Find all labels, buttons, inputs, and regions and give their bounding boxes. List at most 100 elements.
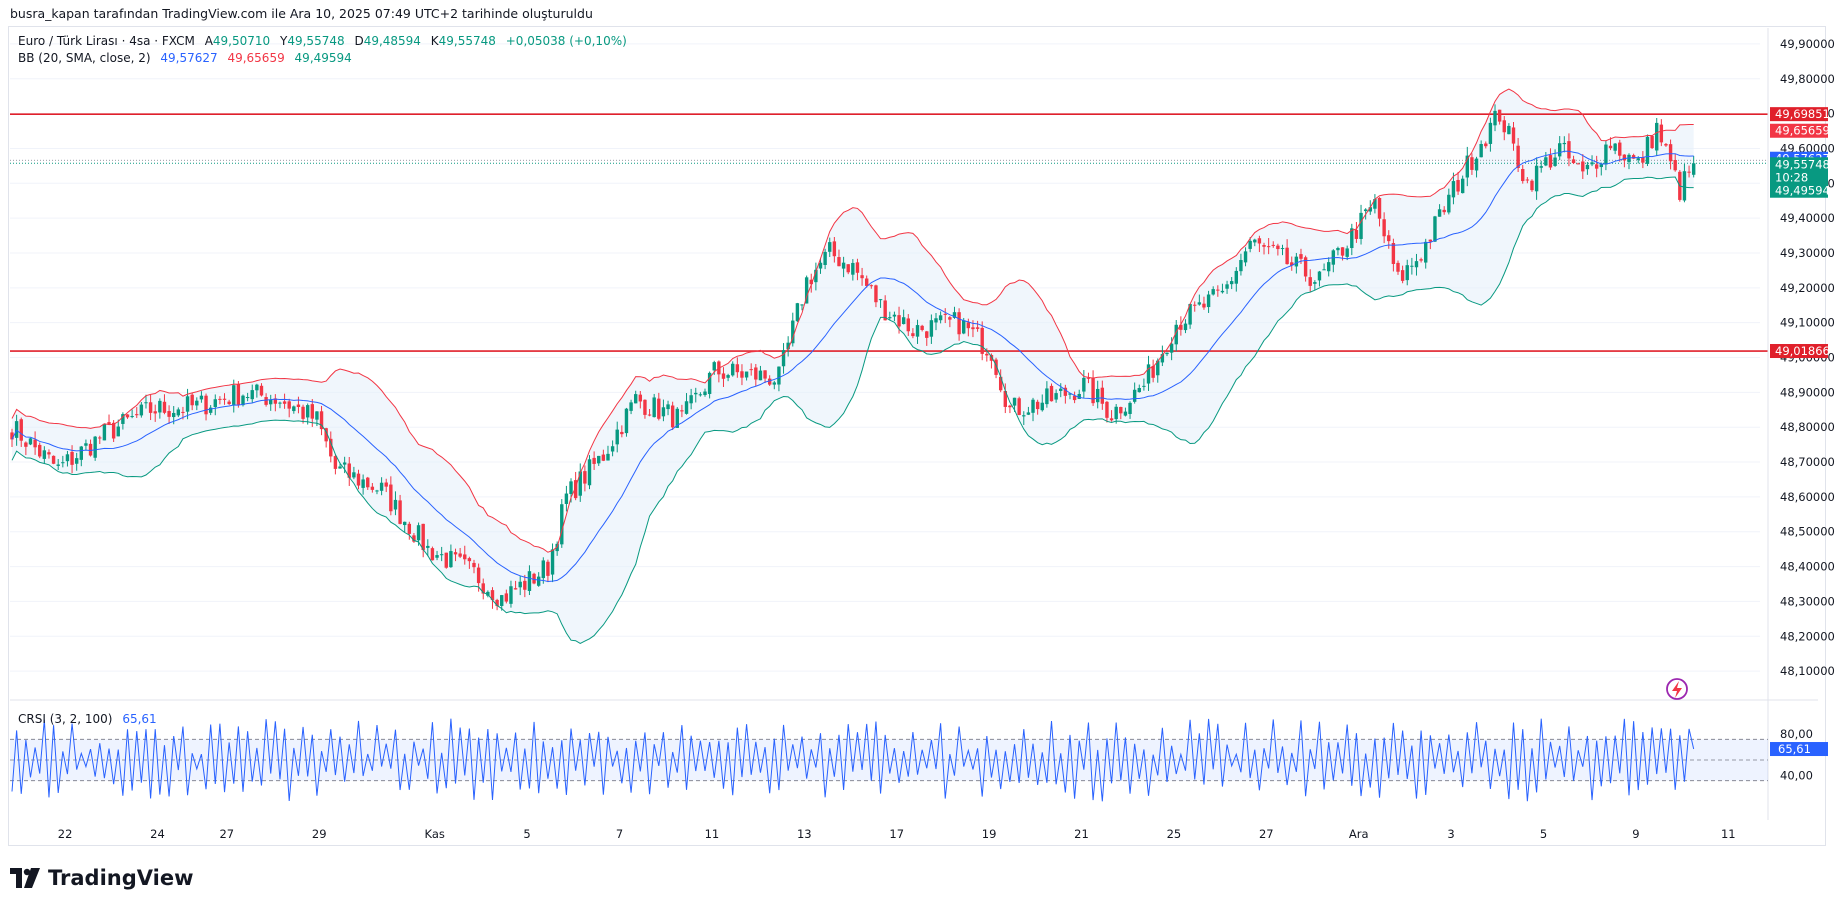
candle-body <box>952 312 957 318</box>
candle-body <box>38 444 42 457</box>
candle-body <box>10 432 14 440</box>
open-value: A49,50710 <box>204 34 271 48</box>
candle-body <box>259 385 264 396</box>
candle-body <box>463 554 467 560</box>
candle-body <box>536 576 541 586</box>
candle-body <box>1059 388 1063 391</box>
crsi-line <box>11 718 1695 802</box>
candle-body <box>624 408 629 434</box>
candle-body <box>1502 120 1506 133</box>
candle-body <box>1377 197 1382 219</box>
candle-body <box>338 466 342 469</box>
candle-body <box>1142 385 1146 387</box>
candle-body <box>777 366 781 385</box>
candle-body <box>1322 269 1326 271</box>
candle-body <box>361 479 365 488</box>
candle-body <box>629 402 633 411</box>
candle-body <box>1400 270 1405 281</box>
candle-body <box>855 262 860 273</box>
candle-body <box>1137 388 1141 393</box>
candle-body <box>329 438 333 457</box>
candle-body <box>70 451 74 465</box>
candle-body <box>389 484 393 512</box>
candle-body <box>1544 157 1548 166</box>
candle-body <box>375 490 379 492</box>
candle-body <box>786 342 790 350</box>
candle-body <box>767 378 772 385</box>
candle-body <box>957 312 961 335</box>
bb-name[interactable]: BB (20, SMA, close, 2) <box>18 51 151 65</box>
candle-body <box>1216 289 1220 291</box>
candle-body <box>1433 216 1437 242</box>
candle-body <box>587 459 592 486</box>
time-tick-label: 24 <box>150 827 165 841</box>
candle-body <box>426 545 430 548</box>
candle-body <box>356 473 361 486</box>
bb-fill-area <box>12 89 1694 644</box>
candle-body <box>282 401 287 404</box>
lightning-alert-icon[interactable] <box>1666 678 1688 700</box>
crsi-pane[interactable]: 80,00 40,00 65,61 <box>10 718 1828 802</box>
candle-body <box>444 552 448 568</box>
candle-body <box>1553 157 1557 166</box>
candle-body <box>846 264 850 273</box>
chart-frame[interactable] <box>8 26 1826 846</box>
tradingview-logo[interactable]: TradingView <box>10 866 193 890</box>
candle-body <box>158 400 162 413</box>
candle-body <box>111 422 116 439</box>
candle-body <box>1280 248 1285 250</box>
crsi-name[interactable]: CRSI (3, 2, 100) <box>18 712 113 726</box>
crsi-legend: CRSI (3, 2, 100) 65,61 <box>18 712 163 726</box>
candle-body <box>1211 289 1215 295</box>
candle-body <box>301 406 305 419</box>
candle-body <box>1447 194 1451 213</box>
candle-body <box>1077 393 1081 399</box>
candle-body <box>1410 265 1414 267</box>
candle-body <box>1096 388 1100 403</box>
candle-body <box>403 521 407 526</box>
candle-body <box>33 439 37 448</box>
time-tick-label: 13 <box>797 827 812 841</box>
candle-body <box>1174 324 1178 345</box>
candle-body <box>509 586 513 604</box>
candle-body <box>1156 360 1160 376</box>
candle-body <box>245 397 250 399</box>
candle-body <box>550 549 555 575</box>
bollinger-band-fill <box>12 89 1694 644</box>
price-tick-label: 48,50000 <box>1780 525 1835 539</box>
price-legend: Euro / Türk Lirası · 4sa · FXCM A49,5071… <box>18 34 633 48</box>
time-tick-label: 7 <box>616 827 623 841</box>
candle-body <box>527 571 532 591</box>
price-tick-label: 49,20000 <box>1780 281 1835 295</box>
candle-body <box>1327 262 1331 272</box>
candle-body <box>1650 136 1654 149</box>
candle-body <box>1132 389 1137 402</box>
candle-body <box>804 277 809 304</box>
candle-body <box>620 431 624 435</box>
candle-body <box>1202 303 1206 308</box>
candle-body <box>1622 154 1627 161</box>
candle-body <box>227 401 231 405</box>
bollinger-lines <box>11 88 1694 644</box>
candle-body <box>901 317 906 325</box>
candle-body <box>841 262 846 269</box>
horizontal-lines[interactable] <box>10 113 1768 352</box>
candle-body <box>1460 178 1465 194</box>
candle-body <box>1303 257 1308 277</box>
candle-body <box>1239 260 1243 272</box>
candle-body <box>675 408 679 428</box>
candle-body <box>1451 181 1456 198</box>
candle-body <box>222 398 227 400</box>
candle-body <box>79 446 83 460</box>
candle-body <box>14 421 19 438</box>
candle-body <box>971 327 975 330</box>
candle-body <box>573 480 578 499</box>
symbol-name[interactable]: Euro / Türk Lirası · 4sa · FXCM <box>18 34 195 48</box>
candle-body <box>370 486 375 490</box>
time-tick-label: 17 <box>889 827 904 841</box>
bb-basis-value: 49,57627 <box>160 51 218 65</box>
time-axis[interactable]: 22 24 27 29 Kas 5 7 11 13 17 19 21 25 27 Ara 3 5 9 11 <box>58 827 1736 841</box>
candle-body <box>814 269 818 283</box>
candle-body <box>1414 261 1419 268</box>
